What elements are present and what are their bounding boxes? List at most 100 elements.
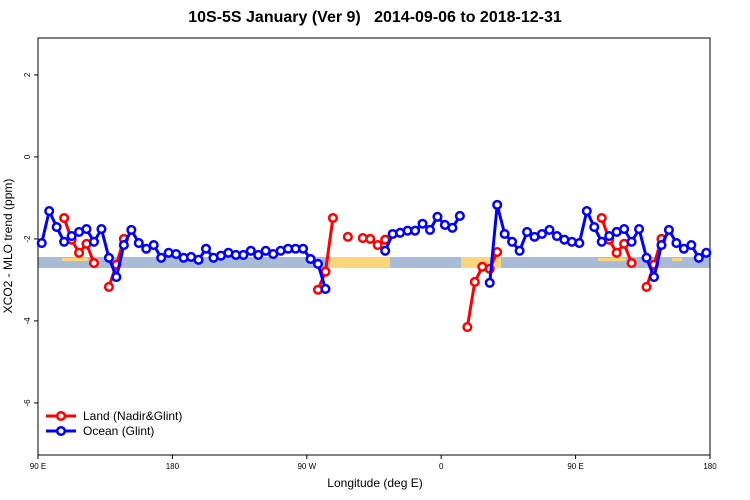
- y-tick-label: -4: [23, 317, 32, 325]
- y-axis-label: XCO2 - MLO trend (ppm): [1, 179, 15, 314]
- data-point: [103, 281, 114, 292]
- data-point: [536, 228, 548, 240]
- data-point: [171, 249, 182, 260]
- data-point: [634, 224, 645, 235]
- data-point: [51, 221, 62, 233]
- data-point: [671, 237, 682, 249]
- data-point: [514, 245, 525, 256]
- x-tick-label: 180: [703, 462, 717, 471]
- data-point: [626, 258, 637, 269]
- data-point: [499, 228, 510, 240]
- legend-swatch: [55, 410, 67, 422]
- data-point: [663, 224, 674, 235]
- data-point: [454, 210, 465, 222]
- x-tick-label: 90 E: [567, 462, 583, 471]
- data-point: [410, 225, 421, 236]
- legend-label: Land (Nadir&Glint): [83, 409, 182, 423]
- data-point: [253, 249, 264, 260]
- data-point: [574, 237, 585, 249]
- data-point: [447, 222, 458, 233]
- legend-label: Ocean (Glint): [83, 424, 154, 438]
- data-point: [693, 252, 704, 263]
- data-point: [484, 277, 495, 288]
- data-point: [469, 276, 480, 288]
- data-point: [327, 212, 338, 224]
- data-point: [372, 240, 383, 251]
- data-point: [596, 212, 607, 224]
- x-tick-label: 180: [166, 462, 180, 471]
- data-point: [96, 224, 107, 235]
- data-point: [118, 240, 129, 251]
- data-point: [342, 231, 353, 242]
- data-point: [619, 224, 630, 235]
- data-point: [66, 230, 77, 242]
- data-point: [88, 236, 100, 247]
- x-tick-label: 90 W: [297, 462, 316, 471]
- data-point: [74, 247, 85, 258]
- data-point: [156, 252, 167, 263]
- data-point: [59, 212, 70, 224]
- y-tick-label: 0: [23, 154, 32, 159]
- x-tick-label: 90 E: [30, 462, 46, 471]
- data-point: [626, 236, 637, 247]
- data-point: [522, 226, 533, 237]
- data-point: [507, 236, 518, 247]
- data-point: [589, 221, 600, 233]
- legend-swatch: [55, 425, 67, 437]
- data-point: [59, 236, 70, 247]
- plot-frame: [37, 37, 711, 456]
- data-point: [111, 271, 122, 283]
- data-point: [245, 245, 256, 256]
- data-point: [44, 205, 55, 217]
- land-strip: [598, 258, 626, 261]
- map-strip: [38, 257, 710, 268]
- data-point: [103, 252, 114, 263]
- data-point: [686, 240, 697, 251]
- data-point: [492, 246, 503, 258]
- data-point: [148, 240, 159, 251]
- data-point: [193, 254, 204, 265]
- land-strip: [330, 257, 390, 268]
- data-point: [238, 249, 249, 260]
- x-axis-label: Longitude (deg E): [327, 476, 422, 490]
- data-point: [365, 233, 376, 244]
- y-tick-label: -6: [23, 399, 32, 407]
- data-point: [88, 258, 100, 269]
- data-point: [126, 224, 137, 235]
- data-point: [581, 205, 592, 217]
- data-point: [596, 236, 607, 247]
- data-point: [641, 281, 652, 292]
- chart-title: 10S-5S January (Ver 9) 2014-09-06 to 201…: [188, 9, 562, 26]
- data-point: [551, 230, 562, 242]
- data-point: [36, 237, 47, 249]
- data-point: [200, 243, 212, 254]
- data-point: [678, 243, 689, 254]
- y-tick-label: 2: [23, 72, 32, 77]
- data-point: [81, 224, 92, 235]
- data-point: [432, 211, 443, 222]
- data-point: [312, 258, 324, 269]
- x-tick-label: 0: [439, 462, 444, 471]
- data-point: [424, 224, 436, 235]
- data-point: [320, 283, 331, 294]
- land-strip: [62, 258, 88, 261]
- data-point: [641, 252, 652, 263]
- data-point: [133, 237, 144, 249]
- land-strip: [672, 258, 682, 261]
- data-point: [648, 271, 660, 283]
- y-tick-label: -2: [23, 235, 32, 243]
- data-point: [380, 245, 391, 256]
- data-point: [604, 230, 615, 242]
- data-point: [141, 243, 152, 254]
- data-point: [701, 247, 712, 258]
- data-point: [305, 253, 316, 265]
- data-point: [320, 266, 331, 277]
- data-point: [656, 240, 667, 251]
- data-point: [492, 199, 503, 210]
- data-point: [611, 247, 622, 258]
- data-point: [544, 224, 555, 235]
- data-point: [417, 218, 428, 229]
- data-point: [298, 243, 309, 254]
- data-point: [462, 322, 473, 333]
